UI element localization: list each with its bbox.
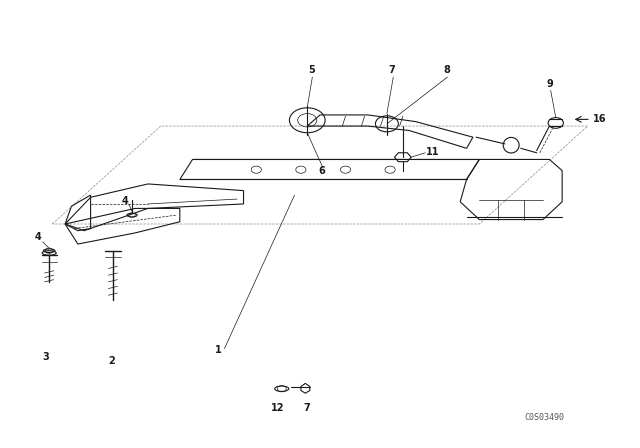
Text: 9: 9	[546, 79, 553, 89]
Text: 4: 4	[35, 232, 41, 241]
Text: 16: 16	[593, 114, 606, 124]
Text: 11: 11	[426, 146, 439, 156]
Text: 3: 3	[43, 352, 49, 362]
Text: 7: 7	[303, 403, 310, 413]
Text: 7: 7	[389, 65, 396, 75]
Text: 8: 8	[443, 65, 450, 75]
Text: C0S03490: C0S03490	[524, 413, 564, 422]
Text: 4: 4	[121, 196, 128, 206]
Text: 5: 5	[308, 65, 316, 75]
Text: 2: 2	[108, 356, 115, 366]
Text: 12: 12	[271, 403, 284, 413]
Text: 6: 6	[319, 166, 326, 176]
Text: 1: 1	[215, 345, 221, 355]
